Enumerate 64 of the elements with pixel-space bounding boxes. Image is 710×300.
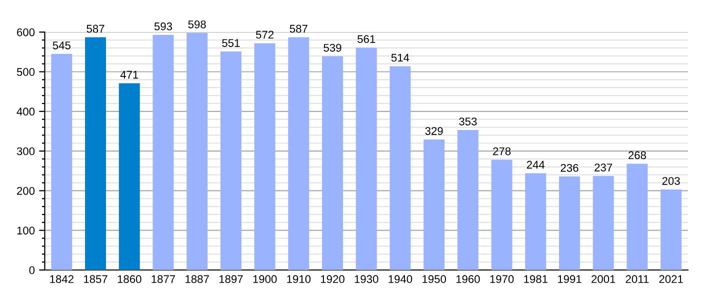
x-tick-label: 1897 [219, 275, 243, 284]
data-label: 236 [560, 164, 578, 172]
data-label: 268 [628, 151, 646, 160]
y-tick-label: 200 [17, 186, 35, 195]
bar [356, 48, 377, 270]
bar [626, 164, 648, 270]
x-tick-label: 1860 [118, 275, 142, 284]
x-tick-label: 1910 [287, 275, 311, 284]
x-tick-label: 1981 [524, 275, 548, 284]
data-label: 203 [662, 177, 680, 185]
data-label: 329 [425, 127, 443, 135]
y-tick-label: 300 [16, 147, 35, 156]
x-tick-label: 1920 [320, 275, 344, 284]
bar [424, 140, 445, 270]
x-tick-label: 1857 [84, 275, 108, 284]
x-tick-label: 1950 [422, 275, 446, 284]
data-label: 237 [594, 164, 612, 172]
bar [390, 66, 411, 270]
data-label: 471 [120, 70, 138, 79]
data-label: 244 [526, 160, 545, 169]
bar [254, 43, 276, 270]
x-tick-label: 1887 [186, 275, 209, 284]
bar [186, 32, 208, 270]
bar [85, 37, 106, 270]
x-tick-label: 1877 [152, 275, 176, 284]
bar [660, 190, 682, 270]
x-tick-label: 2011 [626, 275, 649, 284]
x-tick-label: 2021 [659, 275, 683, 284]
x-tick-label: 1842 [50, 275, 74, 284]
x-tick-label: 1940 [388, 275, 412, 284]
data-label: 353 [459, 118, 477, 126]
data-label: 551 [222, 39, 240, 47]
data-label: 593 [154, 22, 172, 30]
data-label: 587 [86, 24, 104, 33]
data-label: 278 [493, 147, 511, 156]
x-tick-label: 1900 [253, 275, 277, 284]
data-label: 598 [188, 20, 206, 28]
x-tick-label: 1960 [456, 275, 480, 284]
bar [220, 52, 242, 270]
bar [118, 83, 140, 270]
bar [288, 37, 310, 270]
data-label: 539 [324, 44, 342, 52]
y-tick-label: 400 [16, 108, 35, 116]
bar [457, 130, 478, 270]
data-label: 561 [358, 35, 376, 43]
data-label: 514 [391, 54, 410, 62]
x-tick-label: 2001 [592, 275, 616, 284]
bar [559, 176, 580, 270]
y-tick-label: 100 [17, 226, 35, 234]
y-tick-label: 0 [29, 266, 35, 274]
data-label: 587 [290, 24, 308, 33]
data-label: 572 [256, 30, 274, 39]
x-tick-label: 1930 [354, 275, 378, 284]
bar [51, 54, 72, 270]
bar [152, 34, 174, 270]
y-tick-label: 600 [17, 28, 35, 36]
bar [525, 173, 546, 270]
bar [491, 160, 512, 270]
bar [322, 56, 343, 270]
y-tick-label: 500 [16, 68, 35, 76]
x-tick-label: 1991 [558, 275, 582, 284]
x-tick-label: 1970 [490, 275, 514, 284]
bar [592, 176, 614, 270]
data-label: 545 [52, 42, 70, 50]
